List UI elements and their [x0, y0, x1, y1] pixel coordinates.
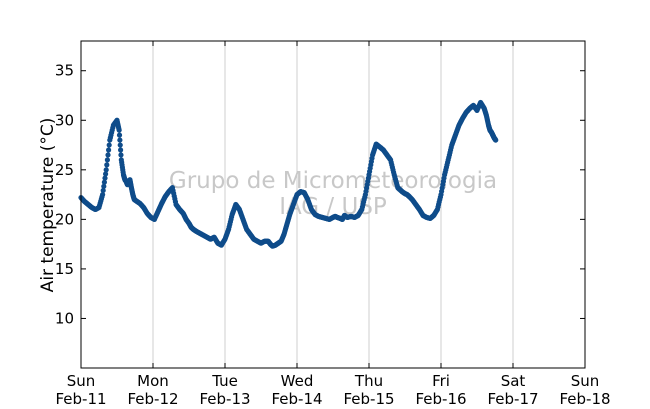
- x-tick-label-day: Tue: [211, 372, 238, 390]
- data-point: [116, 127, 122, 133]
- data-point: [103, 167, 109, 173]
- y-axis: 10 15 20 25 30 35: [55, 62, 585, 327]
- data-point: [100, 187, 106, 194]
- x-tick-label-day: Mon: [137, 372, 169, 390]
- x-tick-label-day: Sat: [501, 372, 526, 390]
- data-point: [117, 142, 123, 148]
- x-tick-label-day: Sun: [67, 372, 96, 390]
- watermark-line-1: Grupo de Micrometeorologia: [169, 168, 497, 194]
- data-point: [493, 137, 499, 143]
- x-tick-label-date: Feb-13: [199, 390, 250, 408]
- y-tick-label: 30: [55, 111, 74, 129]
- data-point: [118, 147, 124, 153]
- y-tick-label: 20: [55, 210, 74, 228]
- data-point: [106, 142, 112, 148]
- data-point: [106, 147, 112, 153]
- x-tick-label-date: Feb-17: [487, 390, 538, 408]
- y-tick-label: 10: [55, 309, 74, 327]
- x-axis: SunFeb-11MonFeb-12TueFeb-13WedFeb-14ThuF…: [55, 41, 611, 408]
- data-point: [102, 175, 108, 181]
- data-point: [103, 171, 109, 177]
- data-point: [118, 152, 124, 158]
- x-tick-label-date: Feb-15: [343, 390, 394, 408]
- plot-frame: [80, 40, 586, 369]
- data-point: [104, 157, 110, 163]
- y-tick-label: 35: [55, 62, 74, 80]
- data-point: [104, 162, 110, 168]
- x-tick-label-day: Fri: [432, 372, 450, 390]
- data-point: [101, 179, 107, 185]
- x-tick-label-date: Feb-16: [415, 390, 466, 408]
- data-point: [101, 183, 107, 189]
- x-tick-label-date: Feb-12: [127, 390, 178, 408]
- x-tick-label-date: Feb-18: [559, 390, 610, 408]
- x-tick-label-date: Feb-14: [271, 390, 322, 408]
- y-tick-label: 25: [55, 161, 74, 179]
- data-point: [117, 137, 123, 143]
- data-point: [105, 152, 111, 158]
- y-axis-label: Air temperature (°C): [38, 118, 58, 293]
- y-tick-label: 15: [55, 260, 74, 278]
- data-point: [100, 191, 106, 198]
- watermark: Grupo de Micrometeorologia IAG / USP: [169, 168, 497, 220]
- data-points: [78, 99, 499, 249]
- x-tick-label-day: Sun: [571, 372, 600, 390]
- x-tick-label-day: Thu: [354, 372, 383, 390]
- data-point: [116, 132, 123, 138]
- x-tick-label-day: Wed: [281, 372, 314, 390]
- x-tick-label-date: Feb-11: [55, 390, 106, 408]
